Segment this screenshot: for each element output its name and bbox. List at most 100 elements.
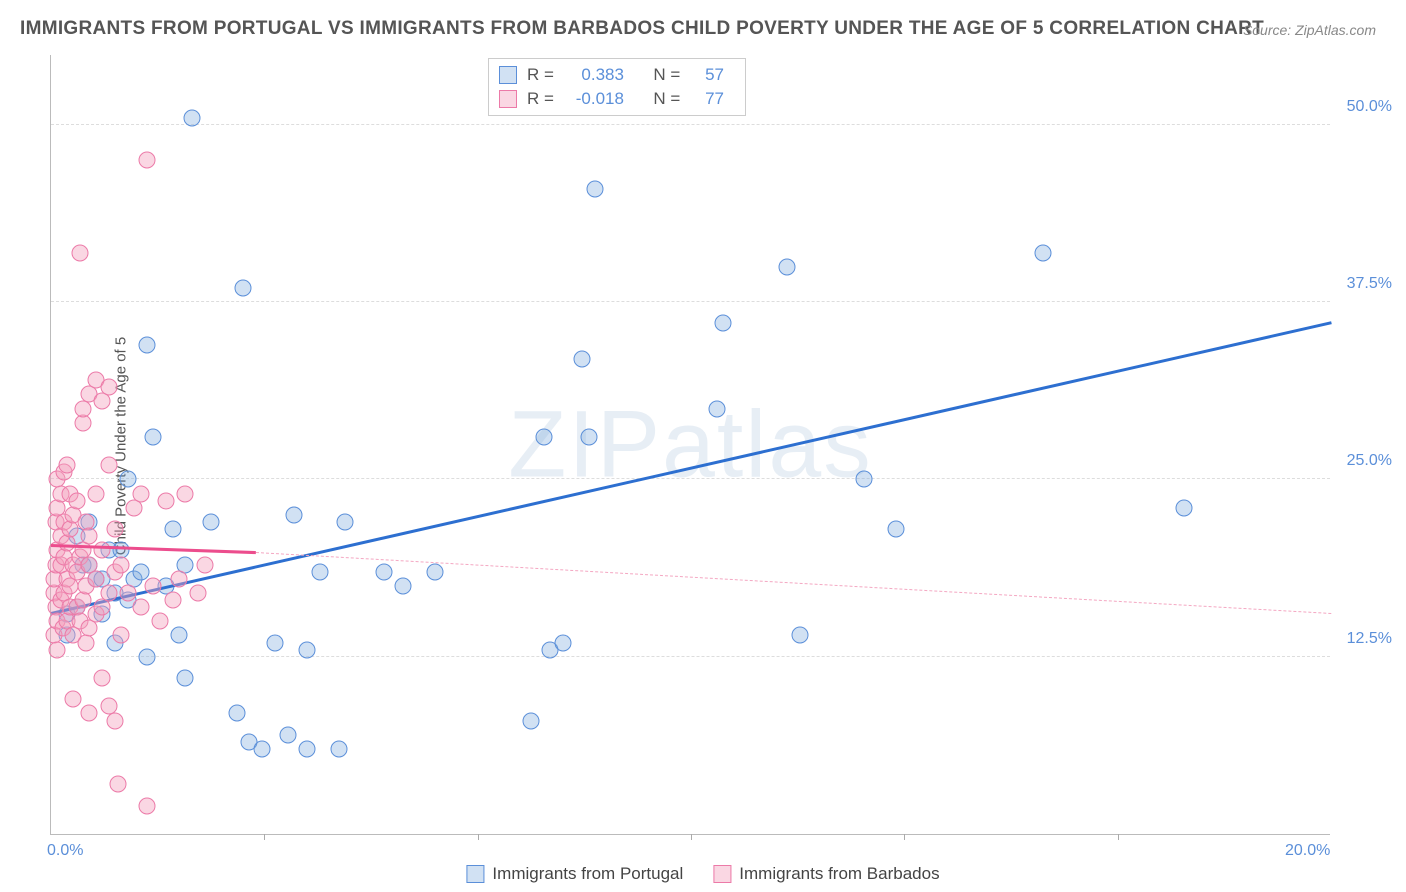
series-legend: Immigrants from Portugal Immigrants from … — [466, 864, 939, 884]
scatter-point — [132, 485, 149, 502]
chart-title: IMMIGRANTS FROM PORTUGAL VS IMMIGRANTS F… — [20, 18, 1264, 40]
regression-line-extrapolated — [256, 552, 1331, 614]
scatter-point — [523, 712, 540, 729]
scatter-point — [145, 428, 162, 445]
scatter-point — [100, 584, 117, 601]
series-legend-label: Immigrants from Barbados — [739, 864, 939, 884]
x-tick-mark — [264, 834, 265, 840]
scatter-point — [107, 712, 124, 729]
scatter-point — [580, 428, 597, 445]
r-label: R = — [527, 65, 554, 85]
scatter-point — [1175, 499, 1192, 516]
series-legend-item: Immigrants from Barbados — [713, 864, 939, 884]
scatter-point — [427, 563, 444, 580]
scatter-point — [1035, 244, 1052, 261]
scatter-point — [113, 627, 130, 644]
scatter-point — [158, 492, 175, 509]
watermark-text: ZIPatlas — [508, 390, 872, 499]
scatter-point — [68, 492, 85, 509]
chart-plot-area: ZIPatlas 12.5%25.0%37.5%50.0%0.0%20.0% — [50, 55, 1330, 835]
x-tick-label: 20.0% — [1285, 842, 1330, 860]
scatter-point — [855, 471, 872, 488]
scatter-point — [555, 634, 572, 651]
scatter-point — [113, 556, 130, 573]
y-tick-label: 12.5% — [1347, 630, 1392, 648]
stats-legend: R = 0.383 N = 57 R = -0.018 N = 77 — [488, 58, 746, 116]
scatter-point — [132, 563, 149, 580]
scatter-point — [791, 627, 808, 644]
scatter-point — [286, 506, 303, 523]
scatter-point — [887, 521, 904, 538]
scatter-point — [190, 584, 207, 601]
scatter-point — [139, 797, 156, 814]
scatter-point — [171, 570, 188, 587]
n-label: N = — [653, 65, 680, 85]
scatter-point — [100, 457, 117, 474]
scatter-point — [395, 577, 412, 594]
x-tick-mark — [691, 834, 692, 840]
scatter-point — [87, 485, 104, 502]
r-value: -0.018 — [564, 89, 624, 109]
scatter-point — [228, 705, 245, 722]
scatter-point — [139, 152, 156, 169]
y-tick-label: 50.0% — [1347, 98, 1392, 116]
x-tick-mark — [478, 834, 479, 840]
scatter-point — [331, 740, 348, 757]
scatter-point — [132, 599, 149, 616]
scatter-point — [81, 528, 98, 545]
scatter-point — [177, 485, 194, 502]
scatter-point — [145, 577, 162, 594]
scatter-point — [59, 457, 76, 474]
regression-line — [51, 321, 1332, 614]
scatter-point — [254, 740, 271, 757]
scatter-point — [708, 400, 725, 417]
scatter-point — [183, 109, 200, 126]
gridline-horizontal — [51, 301, 1330, 302]
x-tick-mark — [904, 834, 905, 840]
y-tick-label: 37.5% — [1347, 275, 1392, 293]
series-legend-item: Immigrants from Portugal — [466, 864, 683, 884]
scatter-point — [81, 705, 98, 722]
scatter-point — [107, 521, 124, 538]
scatter-point — [574, 350, 591, 367]
scatter-point — [151, 613, 168, 630]
scatter-point — [49, 641, 66, 658]
scatter-point — [119, 471, 136, 488]
scatter-point — [535, 428, 552, 445]
gridline-horizontal — [51, 124, 1330, 125]
x-tick-mark — [1118, 834, 1119, 840]
scatter-point — [299, 740, 316, 757]
r-value: 0.383 — [564, 65, 624, 85]
scatter-point — [94, 670, 111, 687]
scatter-point — [177, 670, 194, 687]
legend-swatch — [466, 865, 484, 883]
n-value: 77 — [705, 89, 735, 109]
scatter-point — [119, 584, 136, 601]
scatter-point — [71, 244, 88, 261]
n-label: N = — [653, 89, 680, 109]
scatter-point — [171, 627, 188, 644]
scatter-point — [110, 776, 127, 793]
scatter-point — [164, 592, 181, 609]
legend-swatch — [713, 865, 731, 883]
scatter-point — [279, 726, 296, 743]
scatter-point — [267, 634, 284, 651]
legend-swatch — [499, 90, 517, 108]
scatter-point — [299, 641, 316, 658]
scatter-point — [203, 514, 220, 531]
scatter-point — [75, 592, 92, 609]
scatter-point — [164, 521, 181, 538]
source-attribution: Source: ZipAtlas.com — [1243, 22, 1376, 38]
n-value: 57 — [705, 65, 735, 85]
scatter-point — [587, 180, 604, 197]
scatter-point — [311, 563, 328, 580]
scatter-point — [779, 258, 796, 275]
scatter-point — [337, 514, 354, 531]
r-label: R = — [527, 89, 554, 109]
scatter-point — [87, 570, 104, 587]
stats-legend-row: R = -0.018 N = 77 — [499, 87, 735, 111]
scatter-point — [715, 315, 732, 332]
scatter-point — [94, 542, 111, 559]
legend-swatch — [499, 66, 517, 84]
scatter-point — [100, 379, 117, 396]
